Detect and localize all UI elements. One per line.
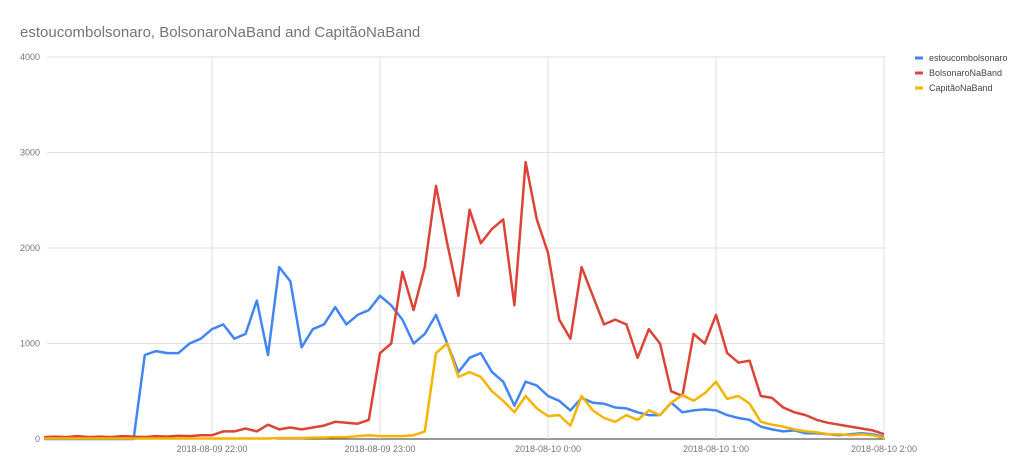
legend-label: CapitãoNaBand xyxy=(929,83,993,93)
y-axis-ticks: 0 1000 2000 3000 4000 xyxy=(20,52,40,444)
legend-label: estoucombolsonaro xyxy=(929,53,1008,63)
series-line-estoucombolsonaro xyxy=(44,265,885,441)
legend-swatch xyxy=(915,86,923,90)
y-tick-label: 3000 xyxy=(20,148,40,158)
series-lines xyxy=(43,160,885,441)
x-tick-label: 2018-08-10 1:00 xyxy=(683,444,749,454)
x-tick-label: 2018-08-10 2:00 xyxy=(851,444,917,454)
y-tick-label: 0 xyxy=(35,434,40,444)
x-axis-ticks: 2018-08-09 22:00 2018-08-09 23:00 2018-08-… xyxy=(176,444,917,454)
x-tick-label: 2018-08-09 23:00 xyxy=(344,444,415,454)
y-tick-label: 1000 xyxy=(20,339,40,349)
legend-swatch xyxy=(915,56,923,60)
gridlines xyxy=(47,56,885,440)
x-tick-label: 2018-08-10 0:00 xyxy=(515,444,581,454)
y-tick-label: 2000 xyxy=(20,243,40,253)
series-line-BolsonaroNaBand xyxy=(43,160,885,439)
x-tick-label: 2018-08-09 22:00 xyxy=(176,444,247,454)
y-tick-label: 4000 xyxy=(20,52,40,62)
legend-label: BolsonaroNaBand xyxy=(929,68,1002,78)
legend-swatch xyxy=(915,71,923,75)
chart-title: estoucombolsonaro, BolsonaroNaBand and C… xyxy=(20,24,420,41)
legend: estoucombolsonaro BolsonaroNaBand CapitãoN… xyxy=(915,53,1008,93)
series-line-CapitãoNaBand xyxy=(44,342,885,440)
